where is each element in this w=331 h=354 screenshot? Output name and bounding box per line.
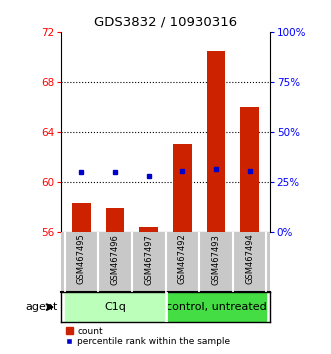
Bar xyxy=(139,227,158,232)
Text: GSM467497: GSM467497 xyxy=(144,234,153,285)
Bar xyxy=(166,292,266,322)
Text: control, untreated: control, untreated xyxy=(166,302,266,312)
Text: GSM467494: GSM467494 xyxy=(245,234,254,284)
Text: GSM467493: GSM467493 xyxy=(212,234,220,285)
Text: GDS3832 / 10930316: GDS3832 / 10930316 xyxy=(94,16,237,29)
Bar xyxy=(207,51,225,232)
Text: agent: agent xyxy=(25,302,58,312)
Text: GSM467496: GSM467496 xyxy=(111,234,119,285)
Legend: count, percentile rank within the sample: count, percentile rank within the sample xyxy=(66,327,231,347)
Text: GSM467492: GSM467492 xyxy=(178,234,187,284)
Bar xyxy=(240,107,259,232)
Bar xyxy=(173,144,192,232)
Bar xyxy=(72,203,91,232)
Text: GSM467495: GSM467495 xyxy=(77,234,86,284)
Bar xyxy=(106,208,124,232)
Bar xyxy=(65,292,166,322)
Text: C1q: C1q xyxy=(104,302,126,312)
